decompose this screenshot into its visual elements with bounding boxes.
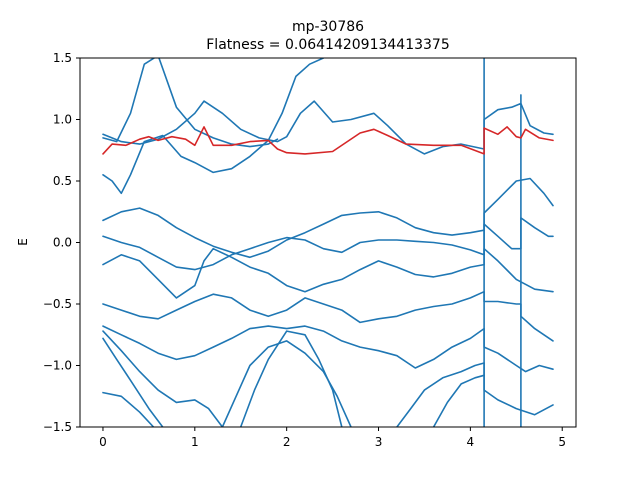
band-line-0 <box>102 126 554 155</box>
x-tick-label-3: 3 <box>375 435 383 449</box>
y-tick-label-4: 0.5 <box>53 174 72 188</box>
y-tick-label-2: −0.5 <box>43 297 72 311</box>
band-line-3 <box>102 58 325 195</box>
band-line-1 <box>102 100 554 155</box>
y-tick-label-6: 1.5 <box>53 51 72 65</box>
band-line-6 <box>102 247 554 299</box>
x-axis-ticks: 0 1 2 3 4 5 <box>99 427 566 449</box>
band-line-12 <box>221 340 352 427</box>
y-axis-label: E <box>16 238 30 246</box>
y-tick-label-3: 0.0 <box>53 236 72 250</box>
y-tick-label-1: −1.0 <box>43 359 72 373</box>
band-line-9 <box>102 337 164 427</box>
plot-frame <box>79 57 577 428</box>
band-line-7 <box>102 290 554 342</box>
band-line-4 <box>102 177 554 259</box>
band-line-2 <box>102 58 279 148</box>
x-tick-label-4: 4 <box>467 435 475 449</box>
band-line-15 <box>432 374 485 427</box>
band-line-10 <box>102 330 224 427</box>
chart-subtitle: Flatness = 0.06414209134413375 <box>206 37 450 53</box>
x-tick-label-2: 2 <box>283 435 291 449</box>
x-tick-label-5: 5 <box>558 435 566 449</box>
x-tick-label-1: 1 <box>191 435 199 449</box>
band-line-8 <box>102 325 554 373</box>
band-line-13 <box>239 330 343 427</box>
band-line-14 <box>396 362 554 427</box>
y-axis-ticks: −1.5 −1.0 −0.5 0.0 0.5 1.0 1.5 <box>43 51 80 434</box>
band-line-5 <box>102 217 554 271</box>
x-tick-label-0: 0 <box>99 435 107 449</box>
y-tick-label-5: 1.0 <box>53 113 72 127</box>
band-lines <box>102 58 554 427</box>
y-tick-label-0: −1.5 <box>43 420 72 434</box>
chart-title: mp-30786 <box>292 19 364 35</box>
band-line-11 <box>102 391 155 427</box>
